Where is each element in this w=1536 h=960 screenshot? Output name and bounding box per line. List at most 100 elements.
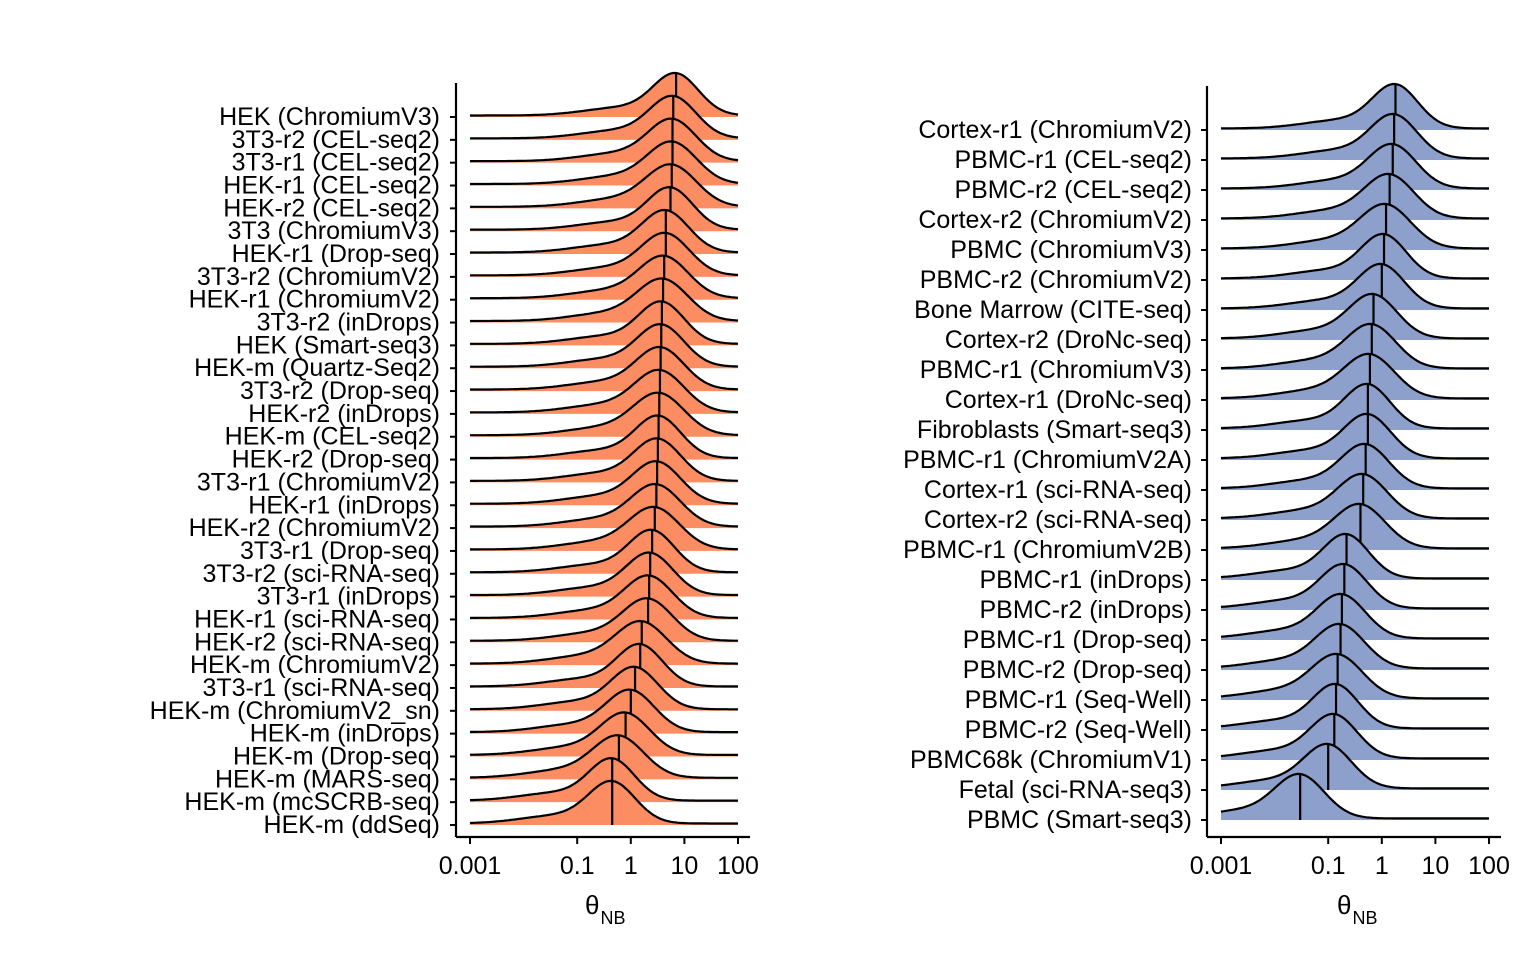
left-x-tick-label: 10 — [670, 852, 698, 880]
right-ridges — [1220, 82, 1489, 820]
right-y-label: PBMC (ChromiumV3) — [950, 236, 1192, 264]
right-ridge-area — [1221, 623, 1489, 670]
left-ridge-area — [470, 461, 738, 506]
right-ridge-area — [1221, 84, 1489, 130]
right-ridge-outline — [1220, 562, 1489, 610]
right-ridge-area — [1221, 534, 1489, 580]
left-y-label: HEK-m (inDrops) — [250, 720, 440, 748]
right-y-label: Bone Marrow (CITE-seq) — [914, 296, 1192, 324]
left-y-label: 3T3-r2 (CEL-seq2) — [232, 126, 440, 154]
left-ridge-outline — [470, 414, 738, 460]
left-ridge-outline — [470, 322, 739, 368]
left-y-labels: HEK (ChromiumV3)3T3-r2 (CEL-seq2)3T3-r1 … — [150, 103, 440, 839]
right-ridge-area — [1221, 593, 1489, 640]
right-ridge — [1221, 82, 1489, 130]
left-ridge-area — [470, 643, 738, 688]
right-ridge-outline — [1221, 412, 1489, 460]
left-ridge-area — [470, 73, 738, 117]
right-x-tick-label: 10 — [1421, 852, 1449, 880]
left-y-label: 3T3-r1 (Drop-seq) — [240, 537, 440, 565]
right-ridge-outline — [1221, 382, 1489, 430]
left-ridgeline-panel: HEK (ChromiumV3)3T3-r2 (CEL-seq2)3T3-r1 … — [150, 71, 759, 928]
left-y-label: 3T3-r1 (CEL-seq2) — [232, 149, 440, 177]
right-y-label: PBMC-r2 (inDrops) — [979, 596, 1192, 624]
right-ridge-area — [1221, 773, 1489, 820]
right-ridge-area — [1221, 443, 1489, 490]
right-ridge-outline — [1220, 442, 1489, 490]
left-ridge-outline — [470, 300, 739, 345]
left-ridge-area — [470, 529, 738, 574]
left-ridge-area — [470, 506, 738, 551]
left-ridge-outline — [470, 756, 738, 802]
right-y-label: PBMC68k (ChromiumV1) — [910, 746, 1192, 774]
left-ridge-area — [470, 552, 738, 597]
left-ridge-outline — [470, 642, 738, 688]
left-y-label: 3T3-r1 (sci-RNA-seq) — [202, 674, 440, 702]
left-ridge-area — [470, 780, 738, 825]
left-x-ticks: 0.001 0.1 1 10 100 — [439, 837, 759, 880]
left-x-tick-label: 0.001 — [439, 852, 502, 880]
right-ridge-outline — [1221, 82, 1489, 130]
left-y-label: HEK (ChromiumV3) — [219, 103, 440, 131]
left-ridge-area — [470, 735, 738, 780]
left-y-label: HEK-r1 (CEL-seq2) — [223, 172, 440, 200]
left-ridge-outline — [470, 208, 739, 254]
right-y-label: Fibroblasts (Smart-seq3) — [917, 416, 1192, 444]
left-ridge-outline — [470, 231, 739, 277]
right-ridge-outline — [1221, 142, 1489, 190]
right-ridge-outline — [1220, 742, 1489, 790]
right-y-label: Cortex-r1 (sci-RNA-seq) — [924, 476, 1192, 504]
left-ridge-outline — [470, 163, 739, 208]
right-y-label: PBMC-r1 (ChromiumV3) — [920, 356, 1192, 384]
left-y-label: 3T3-r1 (ChromiumV2) — [197, 468, 440, 496]
left-ridge-area — [470, 438, 738, 483]
left-ridge-outline — [470, 460, 739, 505]
left-ridge-outline — [470, 277, 739, 323]
left-y-label: 3T3-r2 (inDrops) — [257, 309, 440, 337]
left-ridge-outline — [470, 437, 739, 482]
right-ridge-outline — [1220, 532, 1489, 580]
right-ridge-area — [1221, 683, 1489, 730]
left-ridge-area — [470, 666, 738, 711]
left-ridge — [470, 551, 738, 597]
left-ridge — [470, 460, 739, 506]
left-ridge-outline — [470, 140, 739, 186]
right-y-label: PBMC-r2 (CEL-seq2) — [954, 176, 1192, 204]
right-y-label: Cortex-r2 (ChromiumV2) — [918, 206, 1192, 234]
left-y-label: 3T3-r2 (sci-RNA-seq) — [202, 560, 440, 588]
right-ridge-area — [1221, 473, 1489, 520]
left-y-label: HEK-r2 (ChromiumV2) — [189, 514, 440, 542]
right-y-label: PBMC-r2 (ChromiumV2) — [920, 266, 1192, 294]
left-ridge-outline — [469, 779, 738, 825]
left-ridge-outline — [469, 368, 739, 414]
right-ridge-outline — [1220, 682, 1489, 730]
left-y-label: HEK-r2 (sci-RNA-seq) — [194, 628, 440, 656]
left-ridge — [470, 322, 739, 369]
right-y-label: PBMC-r1 (CEL-seq2) — [954, 146, 1192, 174]
left-ridge-outline — [470, 551, 738, 597]
right-ridge-outline — [1220, 262, 1489, 310]
left-ridge-outline — [470, 254, 739, 300]
right-y-label: PBMC-r2 (Drop-seq) — [963, 656, 1192, 684]
left-ridge-area — [470, 575, 738, 620]
left-ridge-outline — [470, 574, 738, 619]
right-ridge-outline — [1221, 172, 1489, 220]
left-ridges — [469, 71, 739, 825]
right-y-label: Cortex-r1 (ChromiumV2) — [918, 116, 1192, 144]
left-y-label: 3T3-r2 (ChromiumV2) — [197, 263, 440, 291]
right-y-label: PBMC-r1 (ChromiumV2B) — [903, 536, 1192, 564]
left-y-label: HEK-m (mcSCRB-seq) — [184, 788, 440, 816]
right-ridge-outline — [1220, 352, 1489, 400]
right-ridge-area — [1221, 413, 1489, 460]
right-ridge-outline — [1221, 202, 1489, 250]
left-x-axis-label: θNB — [585, 890, 625, 928]
left-ridge-outline — [470, 619, 738, 665]
left-ridge-outline — [470, 391, 739, 437]
left-ridge-area — [470, 712, 738, 757]
left-y-label: HEK-r1 (sci-RNA-seq) — [194, 605, 440, 633]
right-ridge-area — [1221, 713, 1489, 760]
right-ridge-area — [1221, 653, 1489, 700]
left-axes — [450, 83, 750, 839]
right-y-labels: Cortex-r1 (ChromiumV2)PBMC-r1 (CEL-seq2)… — [903, 116, 1192, 834]
left-ridge-outline — [469, 734, 738, 779]
